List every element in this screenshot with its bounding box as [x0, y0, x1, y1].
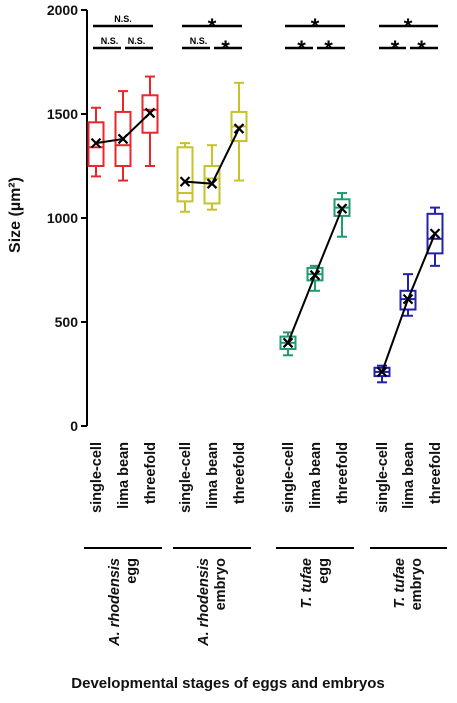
mean-marker [309, 269, 321, 281]
x-category-label: single-cell [281, 442, 297, 513]
y-tick-label: 500 [55, 314, 79, 330]
group-label-stage: embryo [409, 558, 425, 611]
mean-marker [206, 178, 218, 189]
x-axis-title: Developmental stages of eggs and embryos [71, 675, 384, 692]
y-tick-label: 0 [70, 418, 78, 434]
box-plots [87, 75, 444, 384]
sig-label-right: * [324, 36, 333, 61]
sig-label-left: N.S. [190, 36, 208, 46]
group-label-species: T. tufae [392, 558, 408, 608]
group-label-species: T. tufae [299, 558, 315, 608]
mean-marker [144, 107, 156, 119]
mean-marker [282, 337, 294, 349]
mean-marker [429, 228, 441, 239]
x-category-label: single-cell [375, 442, 391, 513]
iqr-box [176, 146, 194, 203]
sig-label-left: * [391, 36, 400, 61]
mean-marker [179, 176, 191, 187]
y-axis-title: Size (µm²) [7, 177, 24, 253]
x-category-label: threefold [428, 442, 444, 504]
box-group [87, 75, 159, 182]
mean-marker [90, 137, 102, 149]
x-category-label: lima bean [401, 442, 417, 509]
sig-label-right: N.S. [128, 36, 146, 46]
group-label-species: A. rhodensis [107, 558, 123, 647]
x-category-label: lima bean [116, 442, 132, 509]
x-category-label: lima bean [205, 442, 221, 509]
group-label-species: A. rhodensis [196, 558, 212, 647]
group-label-stage: egg [124, 558, 140, 584]
sig-label-right: * [221, 36, 230, 61]
group-label-stage: egg [316, 558, 332, 584]
x-category-label: threefold [143, 442, 159, 504]
mean-marker [402, 293, 414, 305]
sig-label-left: N.S. [101, 36, 119, 46]
sig-label-top: N.S. [114, 14, 132, 24]
x-category-label: lima bean [308, 442, 324, 509]
y-tick-label: 2000 [47, 2, 78, 18]
sig-label-left: * [297, 36, 306, 61]
sig-label-right: * [417, 36, 426, 61]
mean-marker [376, 366, 388, 378]
y-tick-label: 1000 [47, 210, 78, 226]
sig-label-top: * [404, 14, 413, 39]
axes: 0 500 1000 1500 2000 [47, 2, 88, 434]
x-category-label: single-cell [89, 442, 105, 513]
x-category-label: threefold [232, 442, 248, 504]
x-category-labels: single-cell lima bean threefold single-cell… [89, 442, 444, 513]
mean-marker [336, 203, 348, 214]
mean-marker [117, 133, 129, 145]
sig-label-top: * [208, 14, 217, 39]
significance-annotations: N.S.N.S. N.S.*N.S. *** *** * [93, 14, 438, 61]
group-label-stage: embryo [213, 558, 229, 611]
y-tick-label: 1500 [47, 106, 78, 122]
box-group [279, 192, 351, 357]
sig-label-top: * [311, 14, 320, 39]
box-group [373, 206, 444, 384]
x-category-label: threefold [335, 442, 351, 504]
x-category-label: single-cell [178, 442, 194, 513]
box-group [176, 81, 248, 213]
mean-marker [233, 123, 245, 134]
group-labels: A. rhodensis egg A. rhodensis embryo T. tufa… [84, 547, 447, 647]
